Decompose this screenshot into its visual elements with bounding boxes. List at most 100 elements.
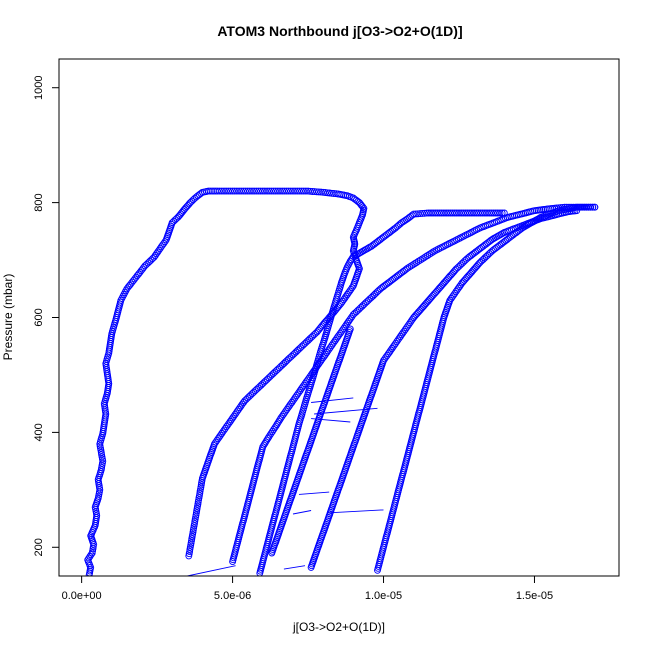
data-point bbox=[87, 551, 95, 559]
data-point bbox=[153, 250, 160, 258]
data-point bbox=[86, 553, 94, 560]
x-axis: 0.0e+00 5.0e-06 1.0e-05 1.5e-05 bbox=[62, 575, 553, 602]
data-point bbox=[415, 257, 422, 265]
data-point bbox=[300, 187, 308, 195]
data-point bbox=[406, 319, 414, 327]
series-profile-2 bbox=[256, 209, 508, 576]
data-point bbox=[345, 289, 352, 297]
data-point bbox=[450, 291, 458, 299]
data-point bbox=[409, 261, 417, 269]
data-point bbox=[283, 187, 290, 195]
data-point bbox=[591, 203, 599, 211]
data-point bbox=[474, 209, 482, 217]
data-point bbox=[294, 390, 302, 398]
data-point bbox=[345, 318, 352, 325]
data-point bbox=[257, 187, 265, 195]
data-point bbox=[342, 321, 350, 329]
data-point bbox=[406, 263, 413, 271]
data-point bbox=[300, 381, 308, 389]
data-point bbox=[306, 187, 314, 195]
data-point bbox=[293, 392, 301, 400]
data-point bbox=[264, 435, 272, 443]
y-tick-label: 200 bbox=[33, 538, 45, 556]
data-point bbox=[447, 295, 455, 302]
data-point bbox=[337, 328, 345, 336]
data-point bbox=[295, 187, 303, 195]
data-point bbox=[410, 210, 418, 218]
data-point bbox=[266, 431, 274, 439]
data-point bbox=[229, 414, 237, 422]
data-point bbox=[336, 330, 344, 338]
data-point bbox=[394, 336, 402, 344]
data-point bbox=[483, 209, 491, 217]
data-point bbox=[240, 399, 247, 406]
data-point bbox=[316, 359, 323, 367]
data-point bbox=[449, 209, 456, 217]
data-point bbox=[227, 416, 235, 424]
data-point bbox=[456, 283, 464, 290]
connector-segment bbox=[311, 397, 354, 403]
data-point bbox=[324, 189, 331, 197]
data-point bbox=[246, 187, 254, 195]
data-point bbox=[383, 351, 391, 359]
data-point bbox=[306, 373, 314, 381]
data-point bbox=[416, 256, 424, 264]
data-point bbox=[155, 246, 163, 254]
data-point bbox=[281, 409, 288, 417]
connector-segment bbox=[329, 509, 384, 514]
data-point bbox=[453, 286, 461, 294]
data-point bbox=[248, 187, 256, 195]
data-point bbox=[265, 187, 273, 195]
data-point bbox=[487, 209, 495, 217]
data-point bbox=[282, 407, 290, 415]
plot-area bbox=[84, 187, 599, 576]
data-point bbox=[276, 416, 284, 424]
data-point bbox=[421, 209, 428, 217]
data-point bbox=[384, 350, 392, 358]
data-point bbox=[270, 426, 278, 434]
data-point bbox=[231, 411, 239, 419]
data-point bbox=[186, 545, 194, 553]
data-point bbox=[213, 436, 221, 444]
data-point bbox=[220, 426, 228, 434]
data-point bbox=[328, 342, 336, 350]
data-point bbox=[289, 397, 297, 405]
data-point bbox=[280, 187, 288, 195]
data-point bbox=[305, 374, 313, 382]
data-point bbox=[485, 209, 493, 217]
data-point bbox=[396, 333, 404, 340]
data-point bbox=[319, 354, 327, 362]
data-point bbox=[381, 355, 389, 363]
data-point bbox=[390, 341, 398, 349]
data-point bbox=[346, 287, 354, 295]
data-point bbox=[407, 317, 415, 325]
data-point bbox=[468, 209, 476, 217]
x-tick-label: 5.0e-06 bbox=[214, 590, 251, 602]
data-point bbox=[232, 409, 240, 417]
data-point bbox=[496, 209, 504, 217]
series-profile-4 bbox=[307, 207, 581, 571]
series-profile-1 bbox=[84, 187, 368, 576]
data-point bbox=[304, 376, 311, 384]
data-point bbox=[453, 209, 461, 217]
y-tick-label: 800 bbox=[33, 193, 45, 211]
data-point bbox=[401, 326, 409, 334]
data-point bbox=[317, 188, 325, 196]
data-point bbox=[416, 210, 424, 218]
data-point bbox=[479, 209, 487, 217]
data-point bbox=[217, 431, 224, 439]
data-point bbox=[466, 209, 474, 217]
data-point bbox=[283, 405, 291, 413]
data-point bbox=[359, 203, 367, 211]
connector-segment bbox=[187, 565, 236, 576]
x-tick-label: 1.5e-05 bbox=[516, 590, 553, 602]
series-profile-6 bbox=[268, 325, 354, 557]
data-point bbox=[325, 345, 333, 353]
data-point bbox=[347, 314, 355, 322]
connector-segment bbox=[283, 565, 306, 570]
data-point bbox=[214, 187, 221, 195]
data-point bbox=[380, 357, 387, 365]
data-point bbox=[451, 237, 459, 245]
data-point bbox=[279, 411, 287, 419]
data-point bbox=[238, 400, 246, 408]
